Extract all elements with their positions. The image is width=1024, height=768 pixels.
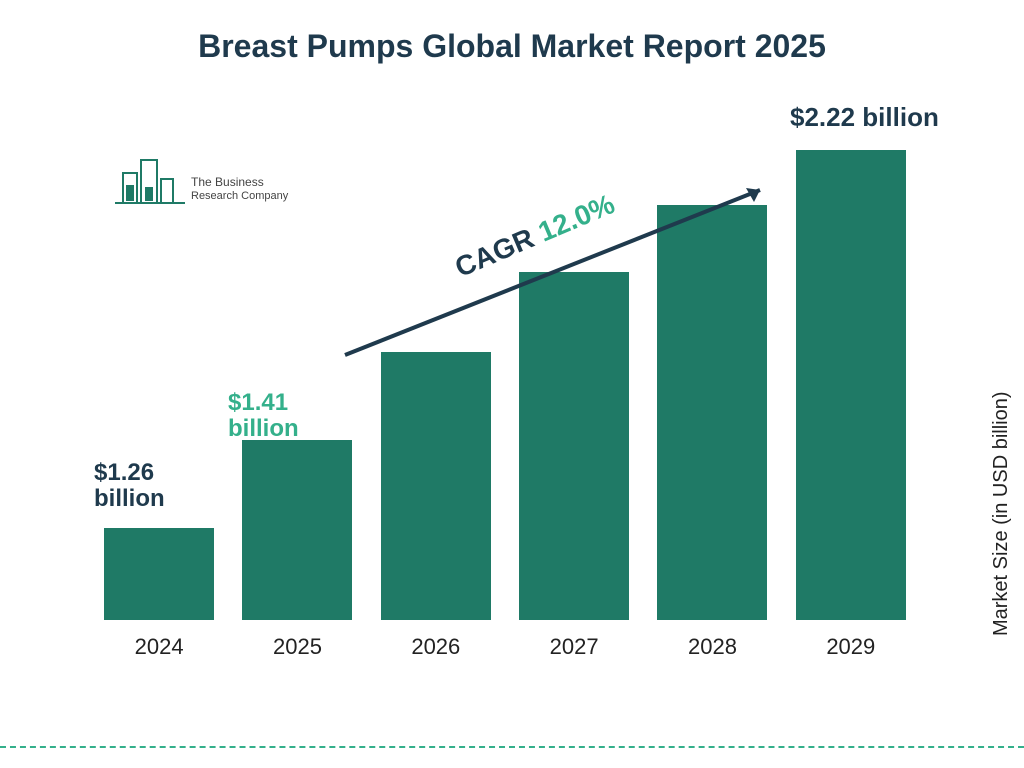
xlabel: 2024 [99, 628, 219, 660]
bar-2024 [99, 528, 219, 620]
bar-2025 [237, 440, 357, 620]
xlabel: 2029 [791, 628, 911, 660]
chart-title: Breast Pumps Global Market Report 2025 [0, 28, 1024, 65]
bar-fill [242, 440, 352, 620]
bar-fill [796, 150, 906, 620]
bar-2026 [376, 352, 496, 620]
x-axis-labels: 2024 2025 2026 2027 2028 2029 [90, 628, 920, 660]
xlabel: 2026 [376, 628, 496, 660]
y-axis-label: Market Size (in USD billion) [991, 392, 1014, 637]
xlabel: 2025 [237, 628, 357, 660]
xlabel: 2028 [652, 628, 772, 660]
value-callout-2029: $2.22 billion [790, 103, 939, 132]
footer-divider [0, 746, 1024, 748]
value-callout-2025: $1.41 billion [228, 390, 338, 443]
xlabel: 2027 [514, 628, 634, 660]
bar-fill [381, 352, 491, 620]
bar-fill [104, 528, 214, 620]
value-callout-2024: $1.26 billion [94, 460, 204, 513]
bar-2029 [791, 150, 911, 620]
cagr-annotation: CAGR12.0% [330, 180, 800, 380]
